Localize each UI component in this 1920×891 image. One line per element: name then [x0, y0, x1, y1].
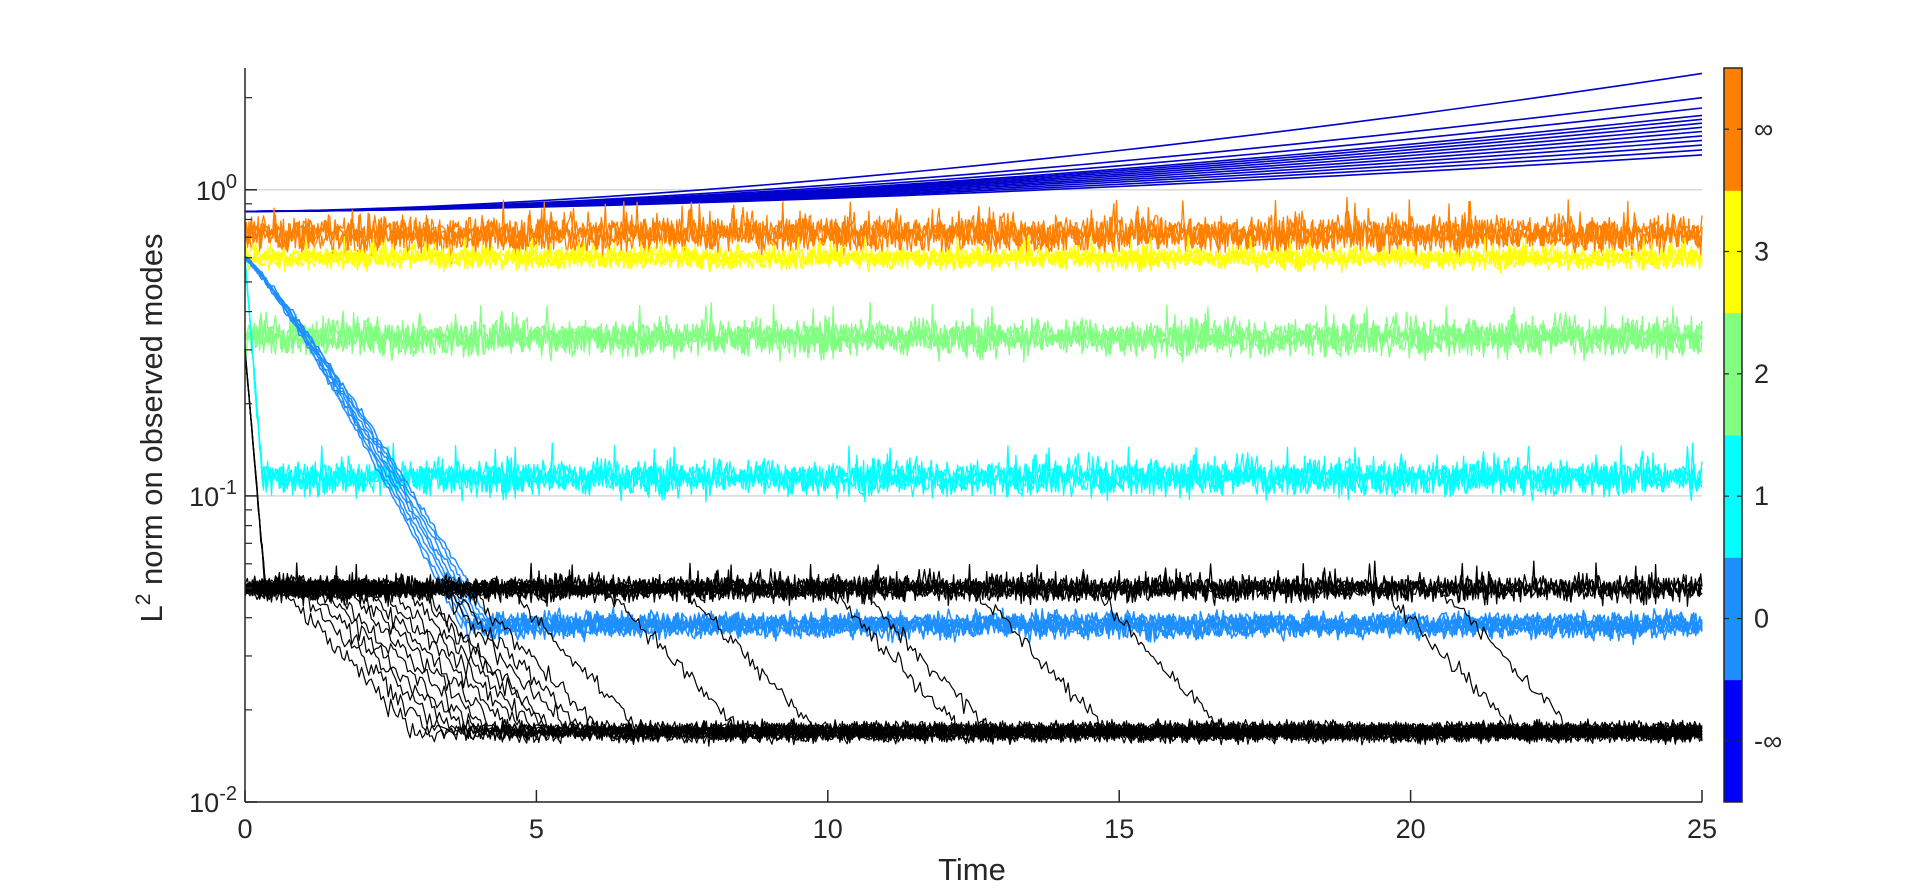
- series-line: [244, 301, 1703, 363]
- series-line: [244, 578, 1703, 745]
- series-line: [244, 72, 1703, 213]
- colorbar: -∞ 0 1 2 3 ∞: [1723, 67, 1782, 803]
- series-line: [244, 96, 1703, 213]
- series-line: [244, 235, 1703, 273]
- colorbar-label: 1: [1754, 481, 1769, 511]
- y-tick-label-base: 10: [189, 788, 219, 818]
- series-line: [244, 255, 1703, 502]
- y-tick-label-base: 10: [196, 176, 226, 206]
- series-line: [244, 196, 1703, 261]
- x-axis-title: Time: [938, 852, 1006, 887]
- y-axis-title-main: L: [134, 605, 169, 622]
- y-tick-label-base: 10: [189, 482, 219, 512]
- series-line: [244, 574, 1703, 742]
- x-tick-label: 20: [1396, 814, 1426, 844]
- series-line: [244, 139, 1703, 213]
- series-line: [244, 578, 1703, 746]
- colorbar-label: ∞: [1754, 114, 1773, 144]
- colorbar-segment: [1724, 190, 1742, 314]
- series-line: [244, 575, 1703, 743]
- colorbar-label: 3: [1754, 237, 1769, 267]
- colorbar-segment: [1724, 435, 1742, 558]
- x-tick-label: 10: [813, 814, 843, 844]
- y-tick-label-exp: 0: [226, 171, 237, 193]
- series-line: [244, 576, 1703, 743]
- series-line: [244, 256, 1703, 644]
- y-tick-label: 10-2: [189, 783, 237, 818]
- series-line: [244, 144, 1703, 213]
- grid-lines: [245, 189, 1702, 803]
- series-line: [244, 199, 1703, 260]
- colorbar-segment: [1724, 557, 1742, 681]
- colorbar-label: -∞: [1754, 726, 1782, 756]
- series-line: [244, 577, 1703, 746]
- series-line: [244, 304, 1703, 362]
- y-axis-title-sup: 2: [132, 594, 155, 606]
- x-tick-label: 25: [1687, 814, 1717, 844]
- series-line: [244, 575, 1703, 743]
- series-line: [244, 579, 1703, 745]
- x-tick-label: 5: [529, 814, 544, 844]
- series-line: [244, 578, 1703, 745]
- series-line: [244, 257, 1703, 503]
- y-tick-label: 100: [196, 171, 237, 206]
- series-layer: [244, 72, 1703, 747]
- colorbar-label: 0: [1754, 604, 1769, 634]
- y-axis-title-rest: norm on observed modes: [134, 233, 169, 593]
- series-line: [244, 578, 1703, 745]
- y-tick-label: 10-1: [189, 477, 237, 512]
- colorbar-frame: [1723, 67, 1743, 803]
- series-line: [244, 258, 1703, 643]
- x-tick-label: 0: [237, 814, 252, 844]
- series-line: [244, 154, 1703, 213]
- colorbar-segment: [1724, 679, 1742, 803]
- series-line: [244, 578, 1703, 743]
- colorbar-label: 2: [1754, 359, 1769, 389]
- colorbar-segment: [1724, 68, 1742, 191]
- series-line: [244, 578, 1703, 743]
- colorbar-segment: [1724, 312, 1742, 436]
- y-axis-title: L2 norm on observed modes: [132, 233, 169, 622]
- y-tick-label-exp: -2: [219, 783, 237, 805]
- y-tick-label-exp: -1: [219, 477, 237, 499]
- x-tick-label: 15: [1104, 814, 1134, 844]
